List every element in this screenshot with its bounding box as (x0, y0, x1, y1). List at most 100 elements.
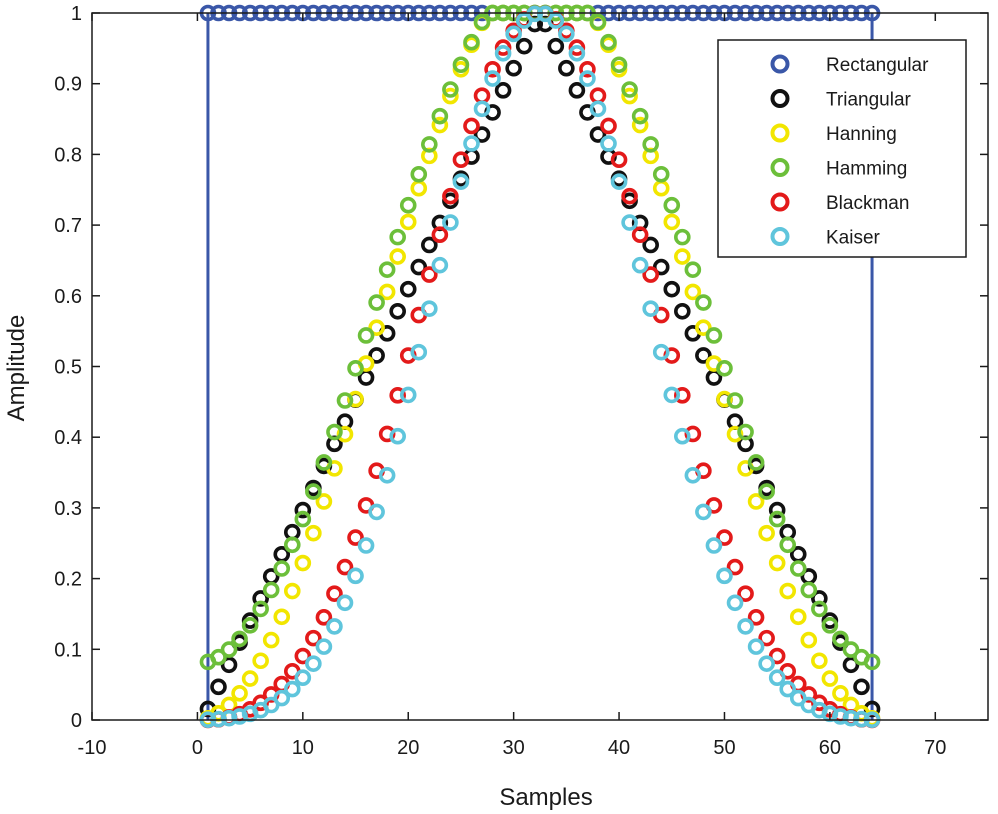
kaiser-point (832, 708, 849, 725)
hamming-point (421, 136, 438, 153)
blackman-point (347, 529, 364, 546)
series-layer (199, 4, 881, 729)
hamming-point (726, 392, 744, 409)
hanning-point (252, 652, 269, 670)
hamming-point (832, 630, 849, 648)
kaiser-point (399, 386, 417, 404)
kaiser-point (768, 669, 786, 687)
triangular-point (558, 59, 575, 77)
hanning-point (811, 652, 828, 670)
x-tick-label: 0 (192, 737, 203, 759)
kaiser-point (220, 709, 238, 727)
blackman-point (684, 425, 702, 443)
kaiser-point (579, 70, 596, 87)
legend-label-kaiser: Kaiser (826, 228, 881, 249)
legend-box (717, 39, 967, 258)
hanning-point (336, 425, 354, 443)
triangular-point (811, 590, 828, 607)
legend-marker-blackman (770, 192, 790, 212)
kaiser-point (452, 173, 470, 190)
hamming-point (705, 327, 723, 344)
legend-marker-triangular (770, 89, 790, 108)
hamming-point (220, 641, 238, 658)
series-kaiser (199, 5, 881, 729)
triangular-point (220, 656, 238, 674)
hamming-point (779, 536, 797, 554)
triangular-point (252, 590, 269, 607)
hamming-point (842, 641, 860, 658)
triangular-point (695, 347, 712, 364)
legend-label-rectangular: Rectangular (826, 55, 929, 76)
blackman-point (421, 266, 438, 283)
legend-label-blackman: Blackman (826, 193, 909, 214)
hamming-point (821, 617, 839, 634)
legend-marker-hamming (770, 158, 790, 177)
kaiser-point (484, 70, 501, 87)
x-tick-label: 10 (292, 737, 314, 759)
y-tick-label: 0.1 (54, 639, 82, 661)
triangular-point (568, 82, 586, 99)
triangular-point (515, 37, 533, 55)
triangular-point (494, 82, 512, 99)
hanning-point (663, 213, 681, 231)
hanning-point (410, 179, 428, 197)
hamming-point (273, 560, 291, 577)
triangular-point (389, 302, 406, 320)
hanning-point (621, 87, 638, 105)
hamming-point (747, 454, 765, 471)
hamming-point (262, 581, 280, 599)
hanning-point (294, 554, 312, 572)
triangular-point (473, 126, 491, 143)
blackman-point (579, 60, 596, 78)
kaiser-point (294, 669, 312, 687)
hamming-point (210, 648, 227, 666)
hanning-point (231, 685, 248, 702)
hamming-point (684, 261, 702, 278)
hanning-point (315, 493, 333, 510)
kaiser-point (421, 300, 438, 317)
hanning-point (779, 582, 797, 600)
kaiser-point (642, 300, 659, 317)
blackman-point (494, 39, 512, 56)
kaiser-point (442, 214, 459, 231)
y-tick-label: 0.6 (54, 286, 82, 308)
hamming-point (347, 359, 364, 377)
kaiser-point (368, 503, 385, 521)
blackman-point (726, 558, 744, 576)
hamming-point (768, 510, 786, 528)
kaiser-point (747, 638, 765, 655)
y-tick-label: 0 (71, 710, 82, 732)
triangular-point (674, 302, 691, 320)
hamming-point (389, 228, 406, 246)
hanning-point (283, 582, 301, 600)
kaiser-point (315, 638, 333, 655)
hanning-point (631, 116, 649, 134)
kaiser-point (494, 44, 512, 62)
hanning-point (674, 248, 691, 265)
kaiser-point (283, 680, 301, 698)
hanning-point (378, 283, 396, 301)
kaiser-point (357, 537, 375, 554)
hanning-point (789, 608, 807, 626)
hanning-point (241, 670, 259, 687)
y-tick-label: 0.9 (54, 74, 82, 96)
hanning-point (684, 283, 702, 301)
hamming-point (231, 630, 248, 648)
x-tick-label: -10 (78, 737, 107, 759)
kaiser-point (336, 594, 354, 612)
x-tick-label: 70 (924, 737, 946, 759)
hanning-point (747, 493, 765, 510)
hamming-point (336, 392, 354, 409)
hanning-point (821, 670, 839, 687)
legend-marker-rectangular (770, 54, 790, 74)
kaiser-point (674, 427, 691, 445)
blackman-point (610, 151, 628, 169)
kaiser-point (558, 25, 575, 43)
kaiser-point (589, 100, 607, 118)
blackman-point (716, 529, 733, 546)
hamming-point (631, 107, 649, 125)
x-tick-label: 60 (819, 737, 841, 759)
kaiser-point (716, 567, 733, 585)
triangular-point (663, 280, 681, 298)
